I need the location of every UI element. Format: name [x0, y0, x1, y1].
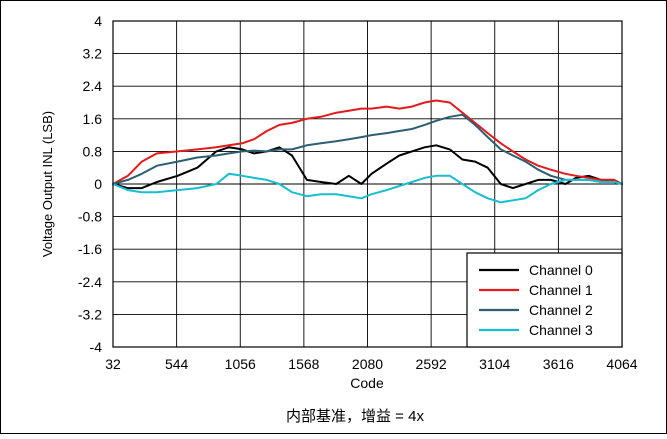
legend: Channel 0 Channel 1 Channel 2 Channel 3	[466, 252, 623, 348]
y-tick-label: 0	[94, 176, 102, 192]
x-tick-label: 4064	[606, 356, 637, 372]
y-axis-label: Voltage Output INL (LSB)	[40, 111, 55, 257]
y-tick-label: 2.4	[83, 78, 103, 94]
legend-label: Channel 3	[529, 322, 593, 338]
y-tick-label: -4	[90, 339, 103, 355]
x-tick-label: 3104	[479, 356, 510, 372]
x-axis-label: Code	[350, 375, 384, 391]
chart-caption: 内部基准，增益 = 4x	[286, 408, 424, 425]
y-tick-label: -0.8	[78, 209, 102, 225]
legend-label: Channel 0	[529, 262, 593, 278]
x-tick-label: 544	[165, 356, 189, 372]
y-tick-label: 1.6	[83, 111, 103, 127]
y-tick-label: -1.6	[78, 241, 102, 257]
x-tick-label: 2080	[352, 356, 383, 372]
legend-label: Channel 2	[529, 302, 593, 318]
series-line-channel-1	[112, 99, 623, 185]
x-tick-labels: 32 544 1056 1568 2080 2592 3104 3616 4064	[105, 356, 638, 372]
y-tick-label: 4	[94, 13, 102, 29]
y-tick-labels: 4 3.2 2.4 1.6 0.8 0 -0.8 -1.6 -2.4 -3.2 -4	[78, 13, 102, 355]
y-tick-label: 0.8	[83, 143, 103, 159]
series-line-channel-2	[112, 113, 623, 185]
series-line-channel-3	[112, 172, 623, 204]
legend-box	[466, 252, 623, 348]
x-tick-label: 1568	[288, 356, 319, 372]
series-line-channel-0	[112, 144, 623, 190]
x-tick-label: 3616	[543, 356, 574, 372]
x-tick-label: 1056	[225, 356, 256, 372]
legend-label: Channel 1	[529, 282, 593, 298]
y-tick-label: 3.2	[83, 46, 103, 62]
y-tick-label: -3.2	[78, 306, 102, 322]
series-group	[112, 99, 623, 204]
x-tick-label: 32	[105, 356, 121, 372]
plot-area-border	[112, 20, 623, 348]
x-tick-label: 2592	[416, 356, 447, 372]
y-tick-label: -2.4	[78, 274, 102, 290]
